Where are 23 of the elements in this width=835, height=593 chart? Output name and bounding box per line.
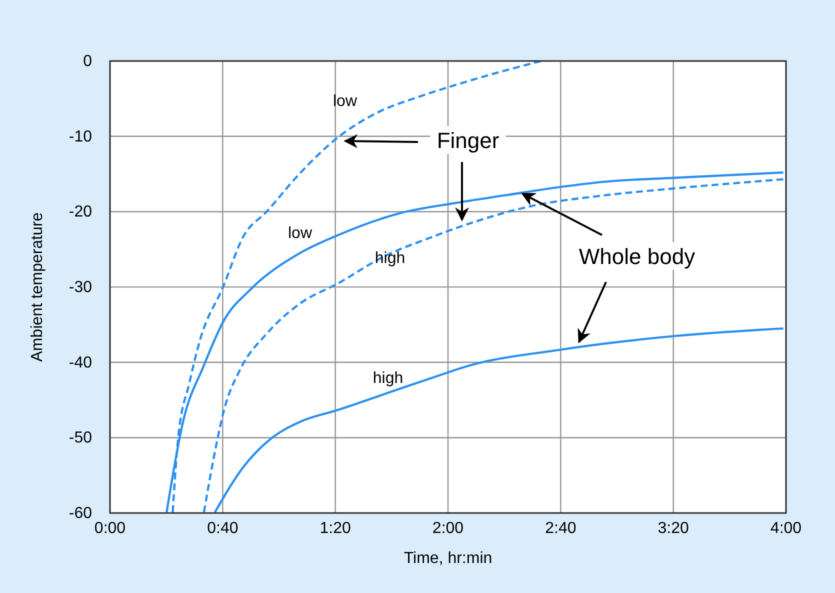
x-tick-label: 1:20 (320, 520, 351, 537)
y-tick-label: 0 (83, 53, 92, 70)
annotation: Whole body (578, 244, 696, 269)
y-tick-label: -40 (68, 354, 92, 372)
annotation: Finger (436, 128, 500, 153)
y-tick-label: -30 (68, 279, 92, 296)
y-tick-label: -20 (68, 204, 92, 221)
series-label: low (288, 225, 312, 242)
x-tick-label: 0:00 (94, 520, 126, 537)
series-label: high (374, 250, 406, 267)
y-tick-label: -10 (68, 128, 92, 146)
x-tick-label: 0:40 (207, 520, 238, 537)
x-tick-label: 2:40 (545, 520, 576, 537)
series-label: high (372, 370, 404, 387)
x-tick-label: 4:00 (770, 520, 802, 537)
x-axis-title: Time, hr:min (404, 550, 492, 567)
y-axis-title: Ambient temperature (29, 212, 46, 362)
x-tick-label: 3:20 (658, 520, 689, 537)
series-label: low (332, 93, 358, 110)
y-tick-label: -60 (68, 505, 92, 522)
y-tick-label: -50 (68, 430, 92, 447)
line-series (214, 327, 784, 513)
x-tick-label: 2:00 (432, 520, 464, 537)
